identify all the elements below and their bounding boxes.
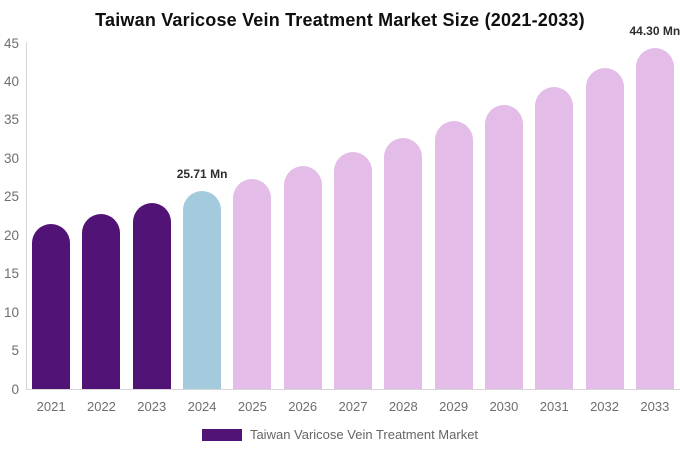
- legend-label: Taiwan Varicose Vein Treatment Market: [249, 427, 479, 442]
- bar-2030[interactable]: [484, 104, 523, 389]
- bar-2028[interactable]: [384, 137, 423, 389]
- x-label-2031: 2031: [539, 399, 569, 414]
- x-label-2026: 2026: [288, 399, 318, 414]
- bar-2023[interactable]: [132, 202, 171, 389]
- chart-title: Taiwan Varicose Vein Treatment Market Si…: [95, 10, 585, 30]
- y-tick-35: 35: [3, 112, 19, 128]
- y-tick-30: 30: [3, 150, 19, 166]
- y-tick-40: 40: [3, 73, 19, 89]
- legend-item[interactable]: Taiwan Varicose Vein Treatment Market: [0, 427, 680, 442]
- bar-2021[interactable]: [32, 224, 71, 389]
- x-label-2027: 2027: [338, 399, 368, 414]
- bar-2031[interactable]: [535, 86, 574, 389]
- x-label-2024: 2024: [187, 399, 217, 414]
- bar-2025[interactable]: [233, 179, 272, 389]
- data-label-2024: 25.71 Mn: [176, 167, 228, 182]
- y-tick-15: 15: [3, 266, 19, 282]
- bar-2033[interactable]: [635, 48, 674, 389]
- y-tick-0: 0: [11, 381, 19, 397]
- x-label-2025: 2025: [237, 399, 267, 414]
- data-label-2033: 44.30 Mn: [629, 24, 680, 39]
- bar-2024[interactable]: [183, 191, 222, 389]
- x-label-2029: 2029: [439, 399, 469, 414]
- y-tick-45: 45: [3, 35, 19, 51]
- x-label-2030: 2030: [489, 399, 519, 414]
- x-label-2033: 2033: [640, 399, 670, 414]
- x-label-2032: 2032: [590, 399, 619, 414]
- y-tick-5: 5: [11, 343, 19, 359]
- x-label-2022: 2022: [86, 399, 116, 414]
- y-tick-20: 20: [3, 227, 19, 243]
- y-axis-line: [26, 42, 27, 390]
- bar-2027[interactable]: [334, 152, 372, 389]
- bar-2029[interactable]: [434, 121, 473, 389]
- x-axis-line: [26, 389, 680, 390]
- bar-2026[interactable]: [283, 166, 322, 389]
- x-label-2028: 2028: [388, 399, 418, 414]
- bar-2032[interactable]: [585, 68, 624, 389]
- x-label-2023: 2023: [137, 399, 167, 414]
- legend-swatch: [201, 428, 242, 441]
- x-label-2021: 2021: [36, 399, 66, 414]
- y-tick-10: 10: [3, 304, 19, 320]
- bar-2022[interactable]: [82, 213, 121, 389]
- y-tick-25: 25: [3, 189, 19, 205]
